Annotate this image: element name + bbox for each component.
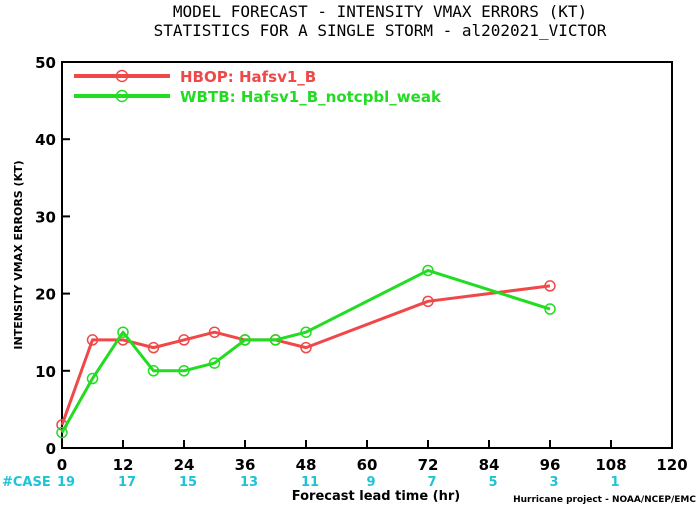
x-axis: 0 12 24 36 48 60 72 84 96 108 120 [57, 440, 688, 474]
x-tick-label: 96 [540, 456, 561, 474]
case-count: 19 [57, 475, 75, 490]
y-tick-label: 30 [35, 208, 56, 226]
data-point [178, 334, 190, 346]
data-point [544, 280, 556, 292]
data-point [208, 357, 221, 369]
legend-entry-2: WBTB: Hafsv1_B_notcpbl_weak [74, 88, 442, 106]
data-point [117, 326, 129, 338]
x-axis-label: Forecast lead time (hr) [292, 489, 460, 504]
series-layer [56, 264, 556, 439]
x-tick-label: 36 [235, 456, 256, 474]
x-tick-label: 84 [479, 456, 500, 474]
data-point [300, 326, 312, 338]
y-tick-label: 10 [35, 363, 56, 381]
data-point [178, 365, 190, 377]
data-point [544, 303, 556, 315]
data-point [147, 365, 160, 377]
y-axis-label: INTENSITY VMAX ERRORS (KT) [12, 160, 25, 349]
cases-label: #CASE [2, 475, 51, 490]
y-tick-label: 50 [35, 54, 56, 72]
x-tick-label: 24 [174, 456, 195, 474]
data-point [86, 372, 99, 385]
x-tick-label: 120 [656, 456, 687, 474]
chart-title: MODEL FORECAST - INTENSITY VMAX ERRORS (… [173, 2, 587, 21]
case-count: 7 [427, 475, 436, 490]
series-line [60, 284, 551, 426]
case-count: 1 [610, 475, 619, 490]
data-point [239, 334, 251, 346]
case-count: 5 [488, 475, 497, 490]
legend-marker [115, 69, 129, 83]
series-line [60, 268, 551, 434]
data-point [269, 334, 282, 346]
data-point [422, 295, 434, 308]
x-tick-label: 60 [357, 456, 378, 474]
credit-text: Hurricane project - NOAA/NCEP/EMC [513, 495, 696, 505]
data-point [300, 341, 312, 354]
data-point [86, 334, 99, 346]
data-point [147, 341, 160, 354]
case-count: 13 [240, 475, 258, 490]
legend-label: HBOP: Hafsv1_B [180, 68, 316, 86]
case-counts: 19 17 15 13 11 9 7 5 3 1 [57, 475, 620, 490]
y-tick-label: 0 [46, 440, 56, 458]
series-2 [56, 264, 556, 439]
case-count: 9 [366, 475, 375, 490]
x-tick-label: 48 [296, 456, 317, 474]
data-point [422, 264, 434, 277]
x-tick-label: 12 [113, 456, 134, 474]
chart-subtitle: STATISTICS FOR A SINGLE STORM - al202021… [154, 21, 607, 40]
case-count: 11 [301, 475, 319, 490]
y-axis: 0 10 20 30 40 50 [35, 54, 70, 458]
legend: HBOP: Hafsv1_B WBTB: Hafsv1_B_notcpbl_wea… [74, 68, 442, 106]
x-tick-label: 0 [57, 456, 67, 474]
data-point [208, 326, 221, 338]
x-tick-label: 72 [418, 456, 439, 474]
y-tick-label: 40 [35, 131, 56, 149]
y-tick-label: 20 [35, 286, 56, 304]
case-count: 3 [549, 475, 558, 490]
x-tick-label: 108 [595, 456, 626, 474]
case-count: 15 [179, 475, 197, 490]
legend-marker [115, 89, 129, 103]
data-point [56, 426, 68, 439]
legend-label: WBTB: Hafsv1_B_notcpbl_weak [180, 88, 442, 106]
legend-entry-1: HBOP: Hafsv1_B [74, 68, 316, 86]
case-count: 17 [118, 475, 136, 490]
series-1 [56, 280, 556, 431]
plot-frame [61, 61, 673, 449]
